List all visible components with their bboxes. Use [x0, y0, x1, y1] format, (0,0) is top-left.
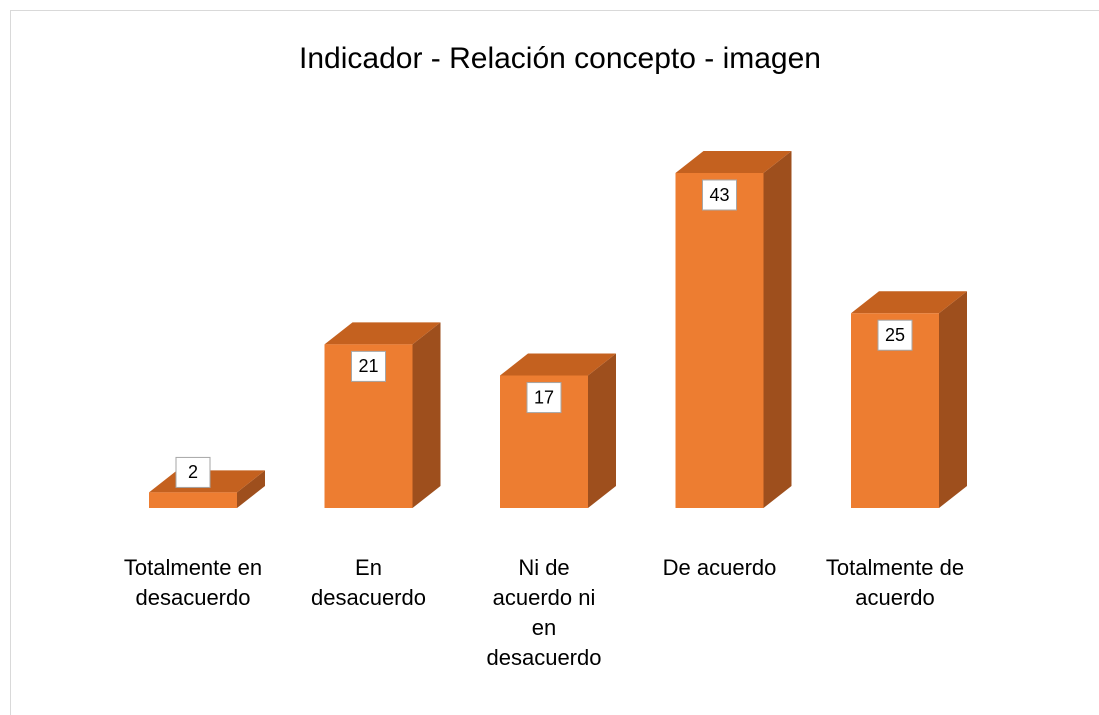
- bar: [500, 353, 616, 508]
- x-tick-label: En desacuerdo: [311, 555, 426, 610]
- bar-side: [939, 291, 967, 508]
- bar-side: [763, 151, 792, 508]
- bar-top: [851, 291, 967, 314]
- bar-front: [675, 173, 764, 508]
- bar-top: [675, 151, 792, 173]
- bar-front: [324, 344, 413, 508]
- x-tick-label: Totalmente en desacuerdo: [123, 555, 263, 610]
- bar-top: [500, 353, 616, 376]
- data-label: 43: [709, 185, 729, 205]
- bar: [675, 151, 792, 508]
- data-label-box: [702, 179, 737, 211]
- data-label-box: [877, 319, 913, 351]
- bar-front: [500, 375, 588, 508]
- data-label-box: [175, 456, 211, 488]
- x-tick-label: Totalmente de acuerdo: [825, 555, 965, 610]
- data-label: 17: [534, 387, 554, 407]
- x-tick-label: Ni de acuerdo ni en desacuerdo: [486, 555, 602, 670]
- bar-side: [237, 470, 265, 508]
- bar: [324, 322, 441, 508]
- bar: [851, 291, 967, 508]
- data-label: 21: [358, 356, 378, 376]
- chart-title: Indicador - Relación concepto - imagen: [299, 42, 821, 75]
- data-label-box: [351, 350, 386, 382]
- chart-frame: [10, 10, 1099, 715]
- x-tick-label: De acuerdo: [662, 555, 777, 580]
- data-label: 25: [885, 325, 905, 345]
- data-label: 2: [188, 462, 198, 482]
- bar-front: [149, 492, 237, 508]
- data-label-box: [526, 382, 562, 414]
- bar-side: [588, 353, 616, 508]
- bar-top: [324, 322, 441, 345]
- bar-front: [851, 313, 939, 508]
- bar-side: [412, 322, 441, 508]
